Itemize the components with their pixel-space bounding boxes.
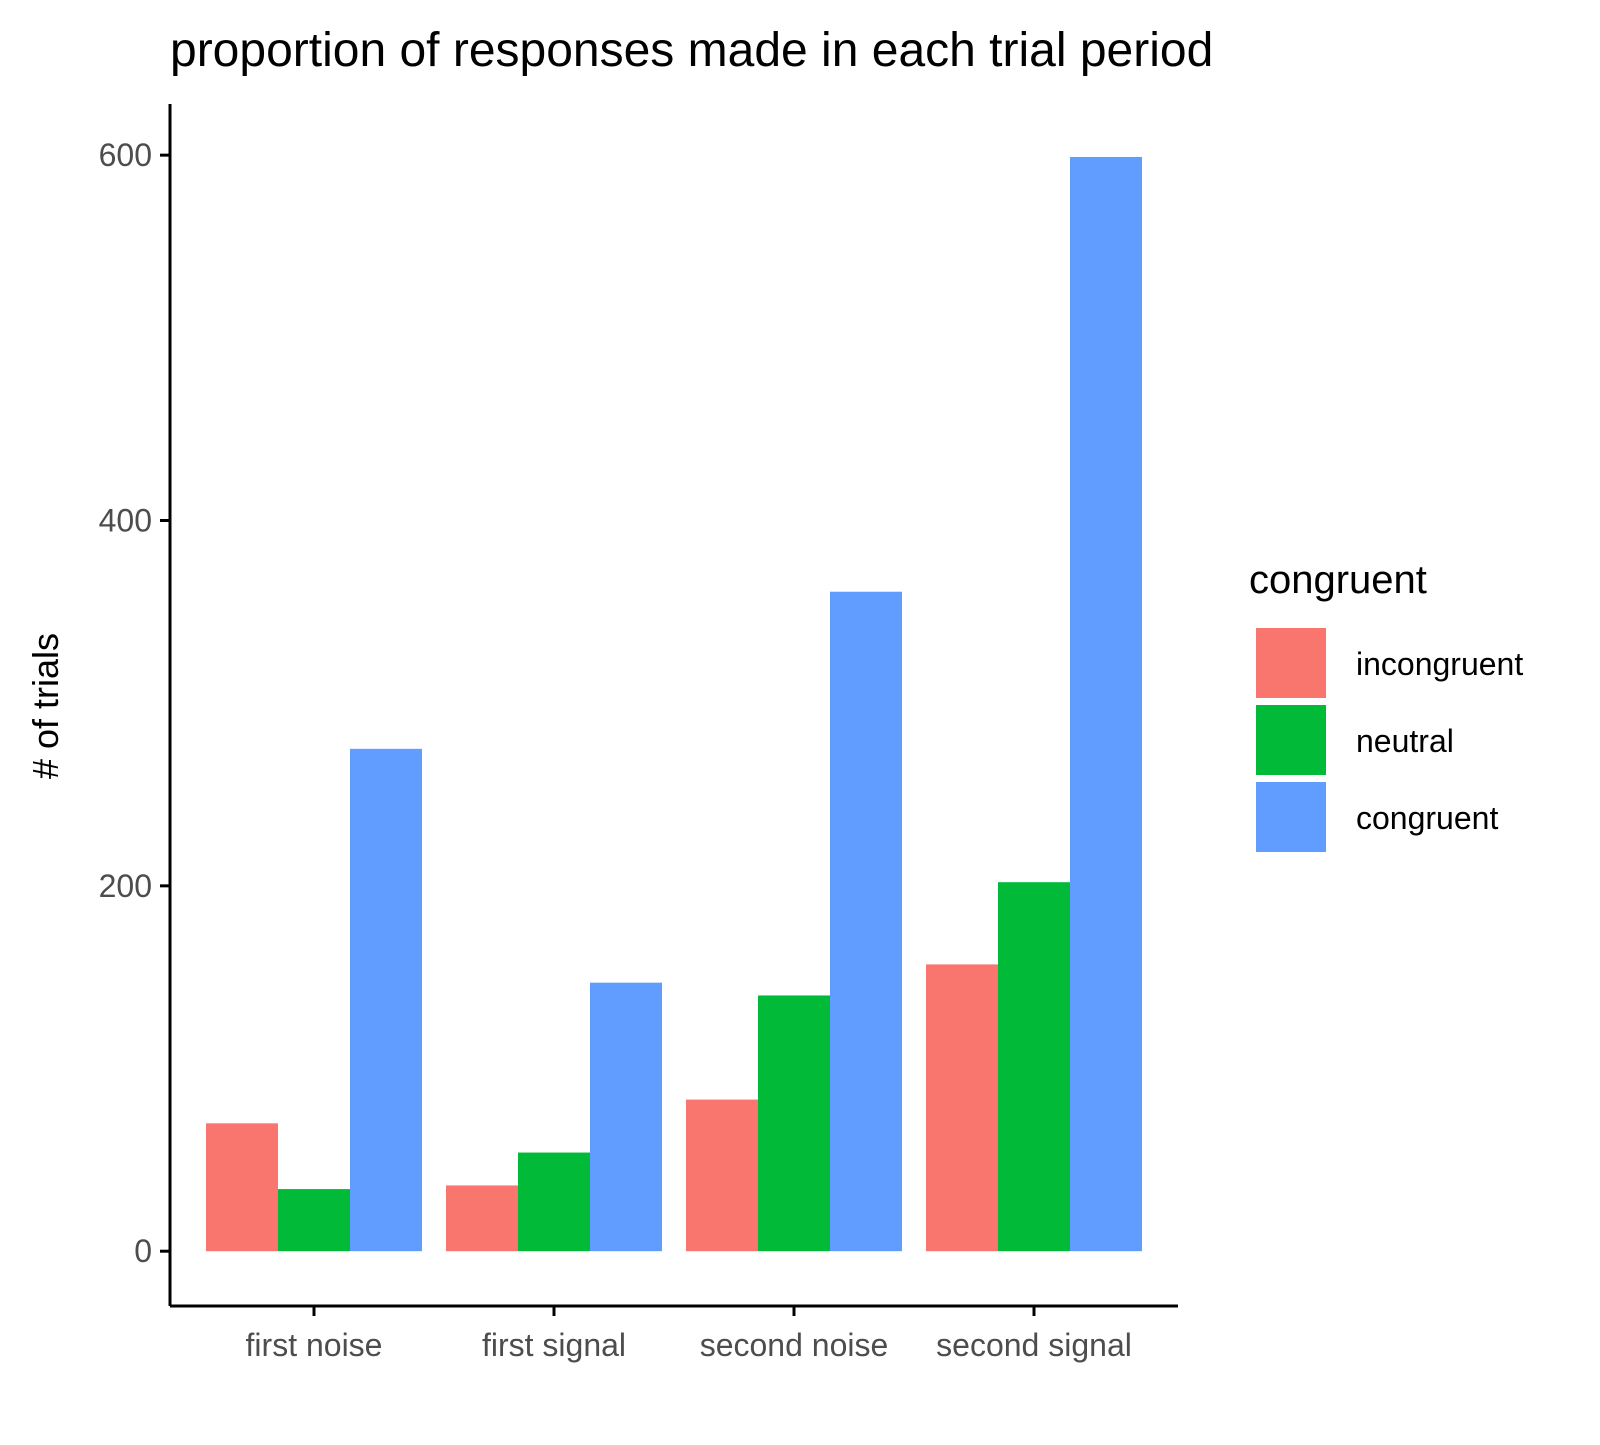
bar-neutral-second-signal bbox=[998, 882, 1070, 1252]
chart-title: proportion of responses made in each tri… bbox=[170, 24, 1213, 77]
x-tick-label: second noise bbox=[700, 1327, 889, 1363]
legend: congruent incongruent neutral congruent bbox=[1249, 558, 1523, 852]
y-tick-label: 600 bbox=[99, 137, 152, 173]
y-axis-label: # of trials bbox=[25, 633, 66, 779]
bar-neutral-first-signal bbox=[518, 1152, 590, 1252]
bar-neutral-second-noise bbox=[758, 995, 830, 1252]
bar-congruent-second-signal bbox=[1070, 156, 1142, 1252]
bar-congruent-second-noise bbox=[830, 591, 902, 1252]
bar-congruent-first-signal bbox=[590, 982, 662, 1252]
legend-key-neutral bbox=[1256, 705, 1326, 775]
plot-area bbox=[206, 156, 1142, 1252]
y-tick-label: 0 bbox=[134, 1233, 152, 1269]
x-tick-label: first signal bbox=[482, 1327, 626, 1363]
legend-key-incongruent bbox=[1256, 628, 1326, 698]
legend-label-neutral: neutral bbox=[1356, 723, 1454, 759]
bar-incongruent-second-signal bbox=[926, 964, 998, 1252]
bar-incongruent-second-noise bbox=[686, 1099, 758, 1252]
legend-key-congruent bbox=[1256, 782, 1326, 852]
legend-title: congruent bbox=[1249, 558, 1427, 602]
x-tick-label: second signal bbox=[936, 1327, 1132, 1363]
bar-neutral-first-noise bbox=[278, 1189, 350, 1252]
y-tick-label: 400 bbox=[99, 503, 152, 539]
bar-incongruent-first-noise bbox=[206, 1123, 278, 1252]
legend-label-congruent: congruent bbox=[1356, 800, 1498, 836]
axes: 0 200 400 600 first noise first signal second … bbox=[99, 104, 1178, 1363]
bar-congruent-first-noise bbox=[350, 748, 422, 1252]
x-tick-label: first noise bbox=[246, 1327, 383, 1363]
legend-label-incongruent: incongruent bbox=[1356, 646, 1523, 682]
bar-incongruent-first-signal bbox=[446, 1185, 518, 1252]
y-tick-label: 200 bbox=[99, 868, 152, 904]
